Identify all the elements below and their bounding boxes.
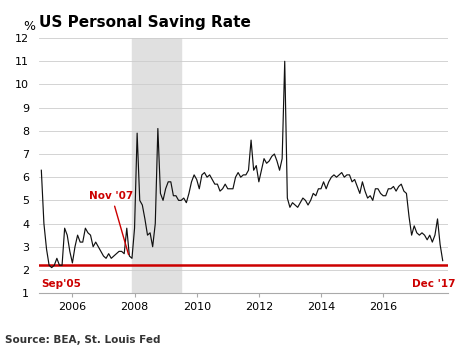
Bar xyxy=(132,38,181,293)
Text: Dec '17: Dec '17 xyxy=(412,279,455,289)
Text: US Personal Saving Rate: US Personal Saving Rate xyxy=(39,15,251,30)
Text: %: % xyxy=(23,20,35,33)
Text: Sep'05: Sep'05 xyxy=(41,279,81,289)
Text: Nov '07: Nov '07 xyxy=(90,191,134,254)
Text: Source: BEA, St. Louis Fed: Source: BEA, St. Louis Fed xyxy=(5,334,160,345)
